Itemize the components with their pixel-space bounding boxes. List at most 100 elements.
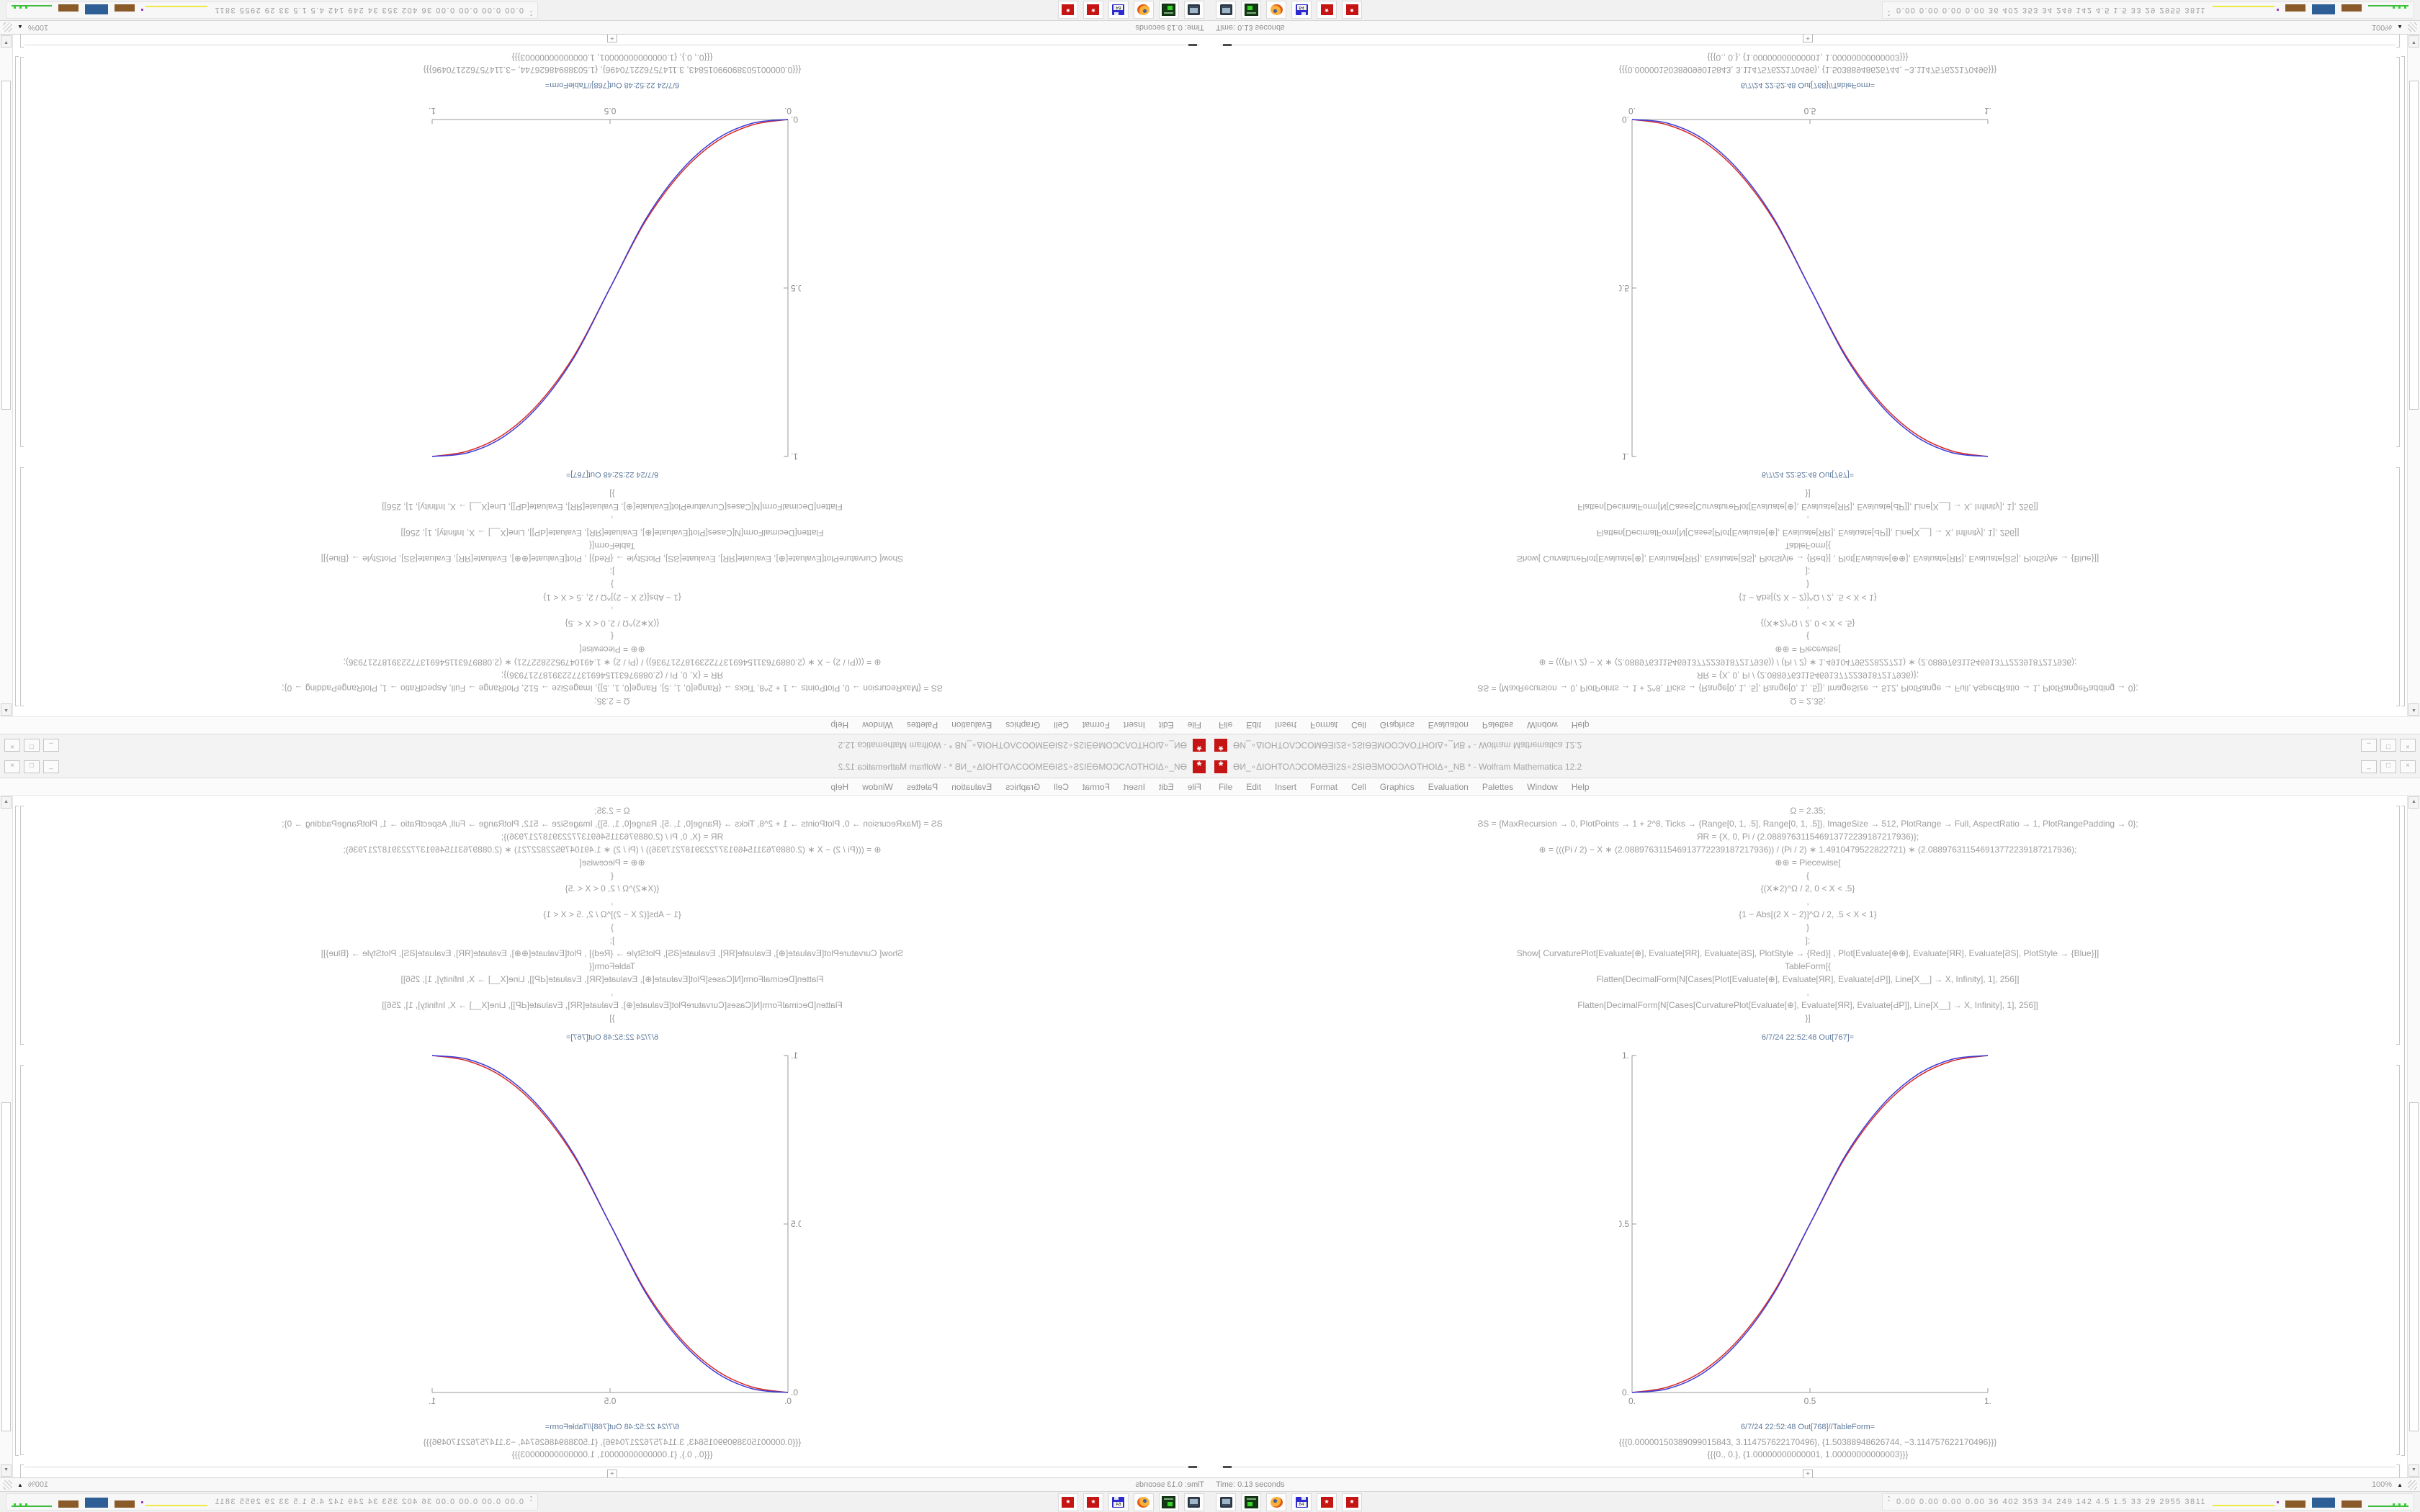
cell-bracket-table-output[interactable] xyxy=(2396,1464,2400,1477)
menu-evaluation[interactable]: Evaluation xyxy=(951,781,992,792)
minimize-button[interactable]: _ xyxy=(43,760,59,773)
notebook-code-line[interactable]: ϨS = {MaxRecursion → 0, PlotPoints → 1 +… xyxy=(282,819,943,829)
cell-brackets[interactable] xyxy=(15,35,25,706)
window-resize-grip[interactable] xyxy=(2408,1480,2417,1490)
taskbar-button-mathematica-2[interactable] xyxy=(1342,1493,1362,1511)
notebook-code-line[interactable]: {1 − Abs[(2 X − 2)]^Ω / 2, .5 < X < 1} xyxy=(543,593,681,603)
maximize-button[interactable]: □ xyxy=(2380,760,2396,773)
notebook-code-line[interactable]: {(X∗2)^Ω / 2, 0 < X < .5} xyxy=(565,883,660,894)
taskbar-button-terminal-monitor[interactable] xyxy=(1184,1,1204,19)
new-cell-plus-icon[interactable]: + xyxy=(1803,1470,1813,1477)
menu-palettes[interactable]: Palettes xyxy=(906,720,938,731)
menu-file[interactable]: File xyxy=(1187,720,1201,731)
notebook-code-line[interactable]: Ω = 2.35; xyxy=(1790,806,1826,816)
window-titlebar[interactable]: * ƟИ_∘ΔIOHTOΛƆCOMƏƎI2S∘2SIƏƎMOOƆΛOTHOIΔ∘… xyxy=(1210,734,2420,756)
notebook-code-line[interactable]: ⊕ = (((Pi / 2) − X ∗ (2.0889763115469137… xyxy=(1538,845,2077,855)
notebook-code-line[interactable]: }] xyxy=(1805,1013,1811,1023)
taskbar-button-floppy-64[interactable]: 64 xyxy=(1291,1493,1312,1511)
notebook-code-line[interactable]: ]; xyxy=(609,567,615,577)
taskbar-button-floppy-64[interactable]: 64 xyxy=(1108,1,1129,19)
notebook-code-line[interactable]: ⊕ = (((Pi / 2) − X ∗ (2.0889763115469137… xyxy=(343,845,882,855)
menu-window[interactable]: Window xyxy=(1527,720,1558,731)
notebook-code-line[interactable]: ⊕⊕ = Piecewise[ xyxy=(579,858,645,868)
notebook-code-line[interactable]: TableForm[{ xyxy=(588,961,636,971)
scrollbar-thumb[interactable] xyxy=(2409,81,2419,410)
menu-insert[interactable]: Insert xyxy=(1123,781,1145,792)
close-button[interactable]: × xyxy=(2400,760,2416,773)
minimize-button[interactable]: _ xyxy=(2361,739,2377,752)
taskbar-button-terminal-monitor[interactable] xyxy=(1184,1493,1204,1511)
notebook-code-line[interactable]: ЯR = {X, 0, Pi / (2.08897631154691377223… xyxy=(501,670,724,680)
minimize-button[interactable]: _ xyxy=(2361,760,2377,773)
notebook-code-line[interactable]: Flatten[DecimalForm[N[Cases[CurvaturePlo… xyxy=(382,1000,843,1010)
cell-bracket-table-output[interactable] xyxy=(20,35,24,48)
notebook-code-line[interactable]: Show[ CurvaturePlot[Evaluate[⊕], Evaluat… xyxy=(321,554,904,564)
notebook-code-line[interactable]: ЯR = {X, 0, Pi / (2.08897631154691377223… xyxy=(1696,670,1919,680)
scroll-down-icon[interactable]: ▼ xyxy=(1,1464,12,1477)
new-cell-plus-icon[interactable]: + xyxy=(607,1470,617,1477)
taskbar-button-firefox[interactable] xyxy=(1134,1493,1154,1511)
menu-help[interactable]: Help xyxy=(830,720,849,731)
notebook-code-line[interactable]: {1 − Abs[(2 X − 2)]^Ω / 2, .5 < X < 1} xyxy=(1739,593,1877,603)
notebook-code-line[interactable]: ⊕ = (((Pi / 2) − X ∗ (2.0889763115469137… xyxy=(343,657,882,667)
notebook-code-line[interactable]: ⊕⊕ = Piecewise[ xyxy=(1775,858,1841,868)
menu-graphics[interactable]: Graphics xyxy=(1379,720,1415,731)
menu-window[interactable]: Window xyxy=(1527,781,1558,792)
taskbar-button-file-manager[interactable] xyxy=(1159,1,1179,19)
magnification-value[interactable]: 100% xyxy=(27,1480,49,1489)
taskbar-button-mathematica-1[interactable] xyxy=(1317,1,1337,19)
notebook-code-line[interactable]: {(X∗2)^Ω / 2, 0 < X < .5} xyxy=(1760,618,1855,629)
notebook-code-line[interactable]: , xyxy=(611,987,614,997)
cell-bracket-input[interactable] xyxy=(2396,806,2400,1045)
menu-insert[interactable]: Insert xyxy=(1275,781,1297,792)
taskbar-button-mathematica-1[interactable] xyxy=(1083,1,1103,19)
notebook-code-line[interactable]: Flatten[DecimalForm[N[Cases[CurvaturePlo… xyxy=(1577,1000,2038,1010)
scrollbar-thumb[interactable] xyxy=(2409,1102,2419,1431)
magnification-dropdown-icon[interactable]: ▲ xyxy=(2397,1481,2403,1488)
scroll-down-icon[interactable]: ▼ xyxy=(2408,1464,2419,1477)
taskbar-button-file-manager[interactable] xyxy=(1241,1,1261,19)
menu-file[interactable]: File xyxy=(1219,720,1233,731)
notebook-code-line[interactable]: ⊕ = (((Pi / 2) − X ∗ (2.0889763115469137… xyxy=(1538,657,2077,667)
taskbar-button-file-manager[interactable] xyxy=(1159,1493,1179,1511)
maximize-button[interactable]: □ xyxy=(2380,739,2396,752)
notebook-code-line[interactable]: { xyxy=(611,870,614,881)
cell-bracket-table-output[interactable] xyxy=(2396,35,2400,48)
taskbar-button-firefox[interactable] xyxy=(1134,1,1154,19)
notebook-code-line[interactable]: ]; xyxy=(1805,567,1811,577)
vertical-scrollbar[interactable]: ▲ ▼ xyxy=(0,796,13,1477)
window-resize-grip[interactable] xyxy=(3,22,12,32)
notebook-code-line[interactable]: {(X∗2)^Ω / 2, 0 < X < .5} xyxy=(1760,883,1855,894)
notebook-code-line[interactable]: }] xyxy=(609,1013,615,1023)
notebook-code-line[interactable]: , xyxy=(1806,515,1809,525)
notebook-code-line[interactable]: , xyxy=(611,896,614,906)
close-button[interactable]: × xyxy=(4,760,20,773)
scroll-down-icon[interactable]: ▼ xyxy=(2408,35,2419,48)
menu-cell[interactable]: Cell xyxy=(1351,781,1366,792)
notebook-code-line[interactable]: , xyxy=(1806,896,1809,906)
notebook-code-line[interactable]: Ω = 2.35; xyxy=(594,696,630,706)
taskbar-button-mathematica-1[interactable] xyxy=(1317,1493,1337,1511)
cell-bracket-outer[interactable] xyxy=(2401,56,2405,706)
notebook-code-line[interactable]: Show[ CurvaturePlot[Evaluate[⊕], Evaluat… xyxy=(321,948,904,958)
menu-format[interactable]: Format xyxy=(1082,720,1110,731)
menu-cell[interactable]: Cell xyxy=(1054,720,1069,731)
taskbar-button-mathematica-1[interactable] xyxy=(1083,1493,1103,1511)
notebook-code-line[interactable]: Flatten[DecimalForm[N[Cases[CurvaturePlo… xyxy=(1577,502,2038,512)
notebook-code-line[interactable]: Flatten[DecimalForm[N[Cases[Plot[Evaluat… xyxy=(400,974,824,984)
menu-format[interactable]: Format xyxy=(1082,781,1110,792)
menu-help[interactable]: Help xyxy=(1571,781,1590,792)
notebook-code-line[interactable]: Ω = 2.35; xyxy=(594,806,630,816)
menu-evaluation[interactable]: Evaluation xyxy=(1428,781,1469,792)
menu-edit[interactable]: Edit xyxy=(1246,720,1262,731)
notebook-code-line[interactable]: } xyxy=(611,922,614,932)
notebook-code-line[interactable]: ϨS = {MaxRecursion → 0, PlotPoints → 1 +… xyxy=(1477,819,2138,829)
notebook-code-line[interactable]: TableForm[{ xyxy=(1784,961,1832,971)
new-cell-plus-icon[interactable]: + xyxy=(1803,35,1813,42)
notebook-code-line[interactable]: ЯR = {X, 0, Pi / (2.08897631154691377223… xyxy=(501,832,724,842)
scroll-up-icon[interactable]: ▲ xyxy=(2408,796,2419,809)
window-resize-grip[interactable] xyxy=(3,1480,12,1490)
window-titlebar[interactable]: * ƟИ_∘ΔIOHTOΛƆCOMƏƎI2S∘2SIƏƎMOOƆΛOTHOIΔ∘… xyxy=(1210,756,2420,778)
taskbar-button-mathematica-2[interactable] xyxy=(1058,1,1078,19)
notebook-code-line[interactable]: { xyxy=(1806,631,1809,642)
